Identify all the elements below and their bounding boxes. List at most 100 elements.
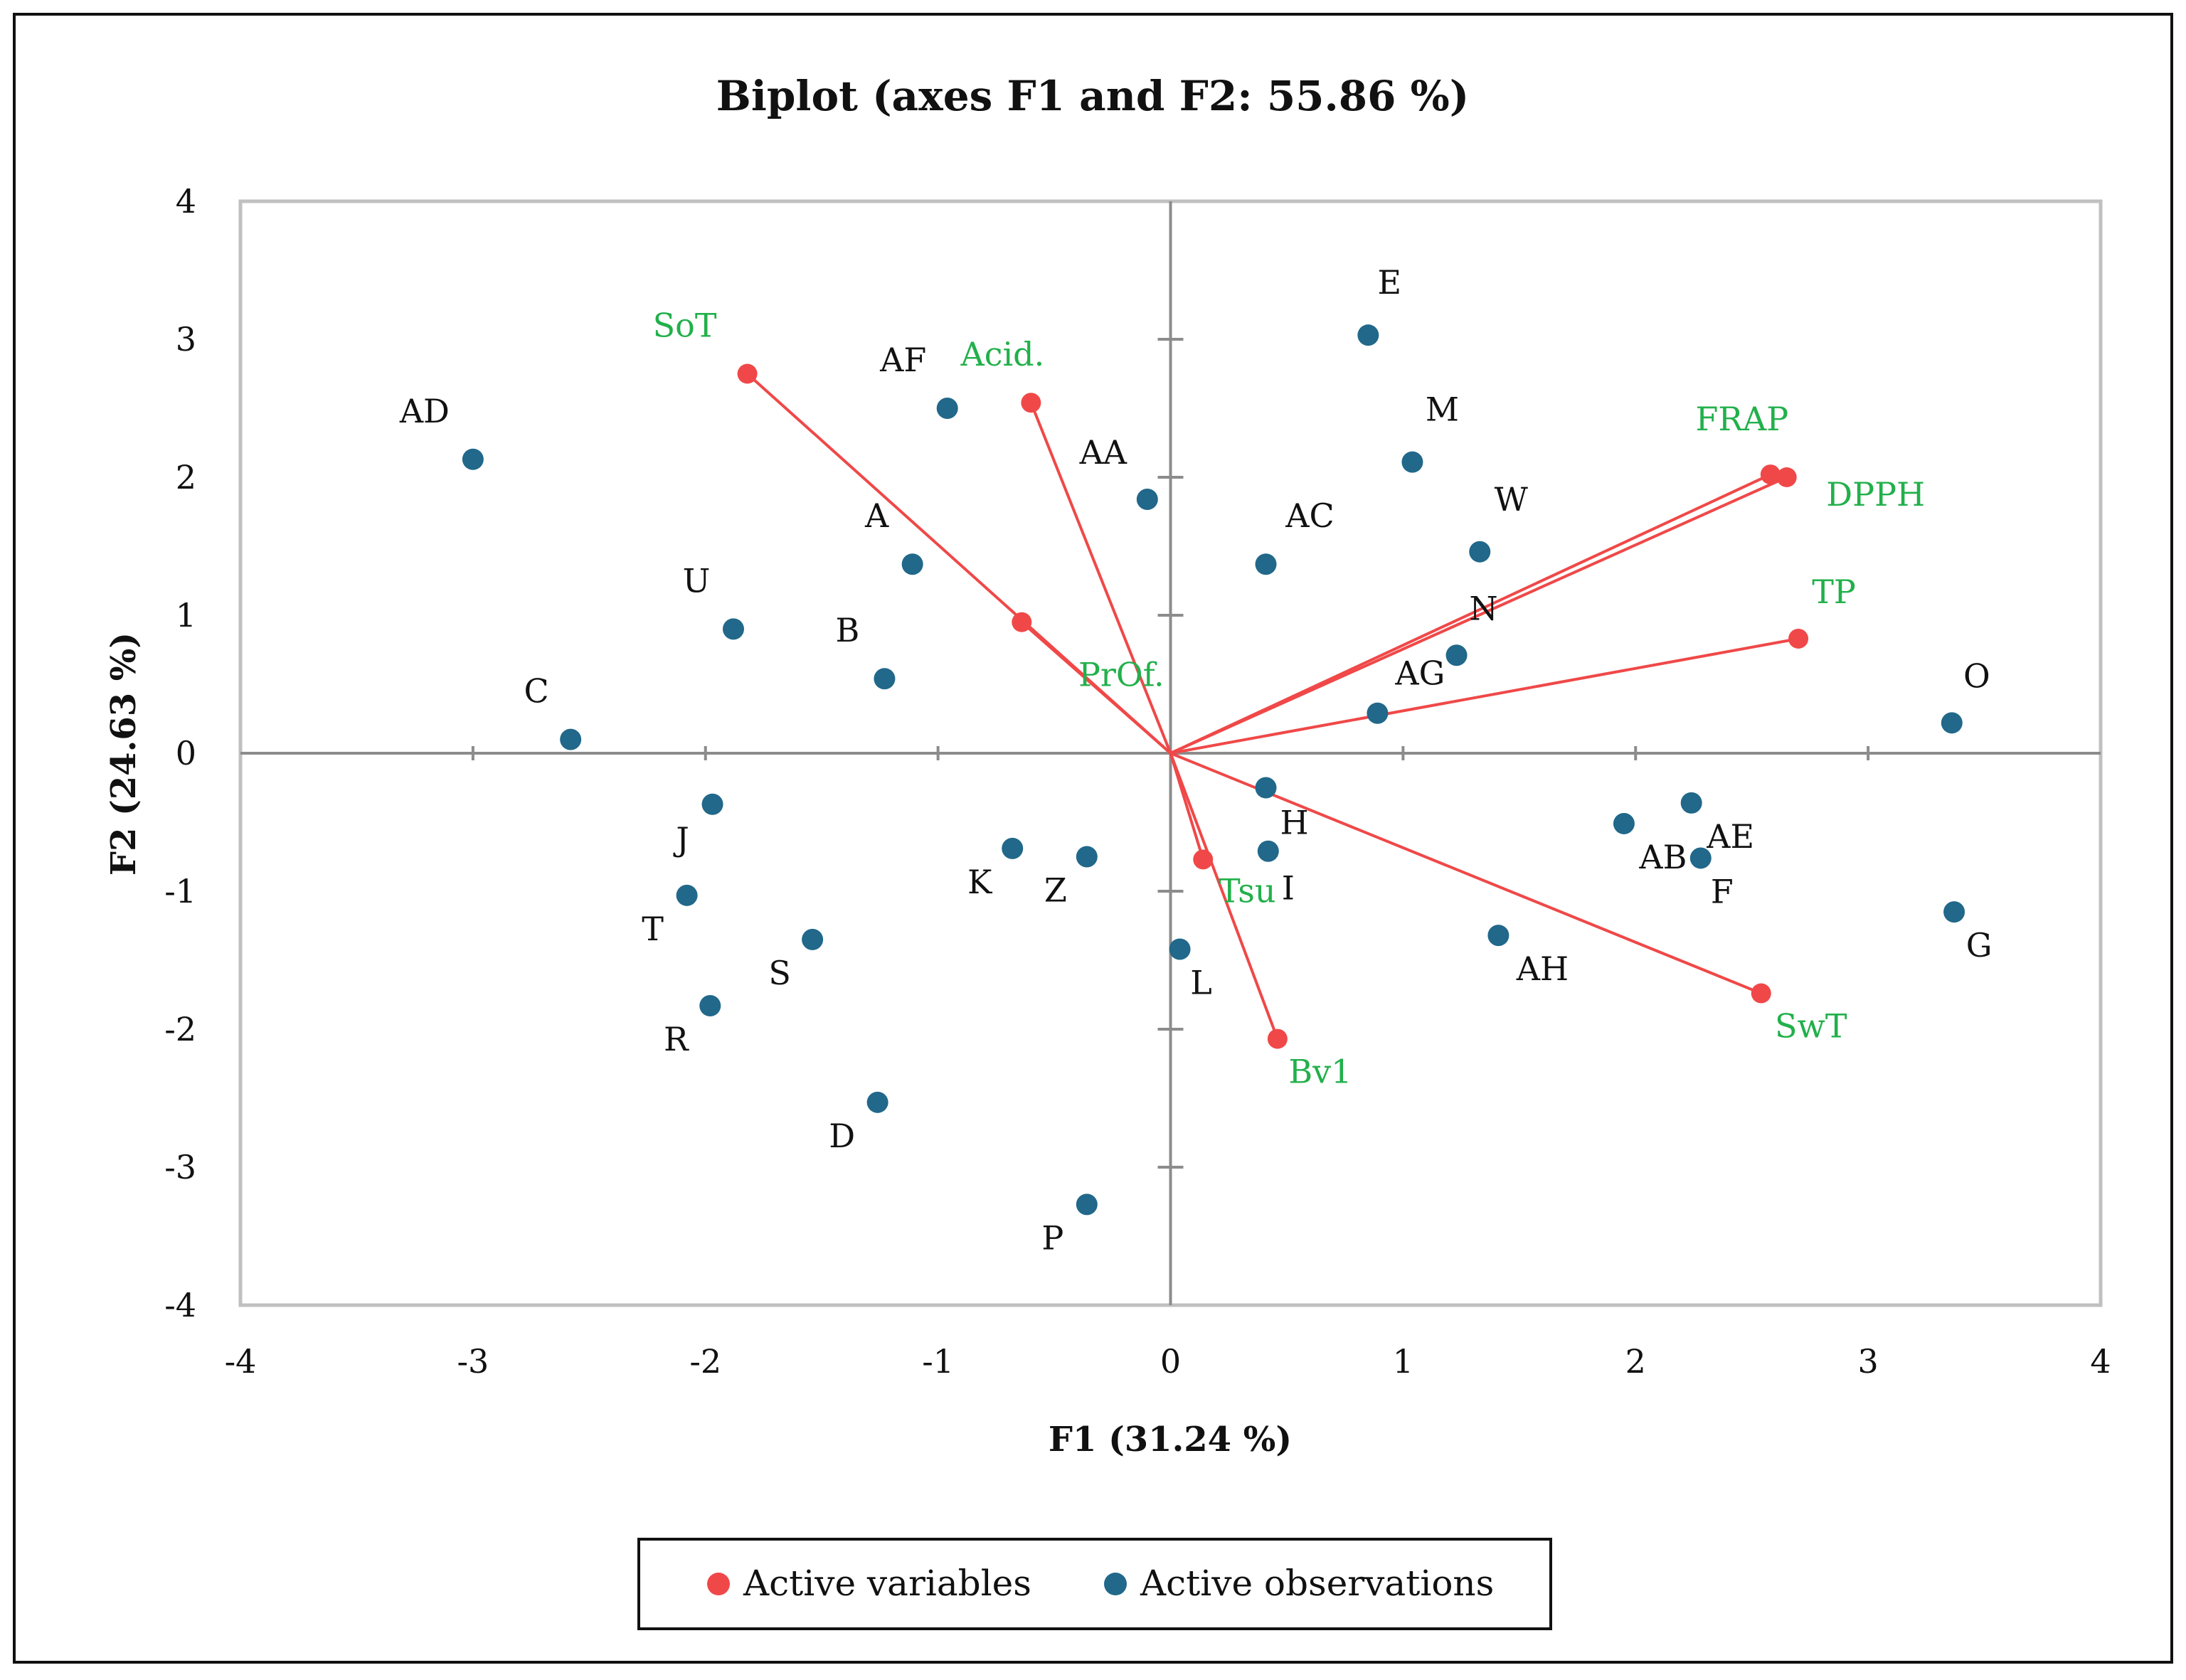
y-tick-label: 2 bbox=[176, 458, 196, 496]
vector-prof bbox=[1020, 621, 1172, 755]
legend-box bbox=[637, 1538, 1552, 1630]
observation-point-h bbox=[1255, 777, 1277, 799]
vector-tp bbox=[1170, 637, 1799, 755]
variable-label-acid: Acid. bbox=[960, 335, 1044, 373]
variable-label-tp: TP bbox=[1812, 573, 1856, 611]
observation-label-o: O bbox=[1963, 656, 1990, 695]
x-tick-label: -1 bbox=[922, 1342, 954, 1381]
observation-label-ab: AB bbox=[1638, 838, 1687, 876]
observation-label-g: G bbox=[1966, 926, 1993, 964]
observation-label-a: A bbox=[864, 496, 889, 535]
observation-label-c: C bbox=[524, 672, 549, 711]
observation-point-n bbox=[1445, 644, 1468, 666]
y-tick-label: -1 bbox=[164, 872, 196, 910]
observation-label-h: H bbox=[1280, 804, 1308, 842]
observation-point-aa bbox=[1136, 489, 1158, 511]
x-tick-label: -2 bbox=[689, 1342, 721, 1381]
observation-label-aa: AA bbox=[1079, 433, 1128, 472]
variable-label-frap: FRAP bbox=[1695, 400, 1788, 438]
y-tick-label: 3 bbox=[176, 320, 196, 358]
y-tick-label: -3 bbox=[164, 1148, 196, 1186]
variable-label-sot: SoT bbox=[653, 307, 717, 345]
observation-label-m: M bbox=[1426, 390, 1459, 429]
observation-label-n: N bbox=[1469, 589, 1497, 627]
variable-point-dpph bbox=[1776, 467, 1797, 487]
observation-point-z bbox=[1076, 846, 1098, 868]
y-tick-label: -4 bbox=[164, 1286, 196, 1324]
variable-label-bv1: Bv1 bbox=[1288, 1053, 1352, 1091]
vector-bv1 bbox=[1169, 753, 1279, 1040]
vector-acid bbox=[1029, 402, 1172, 754]
observation-point-t bbox=[676, 884, 698, 906]
observation-point-d bbox=[866, 1091, 888, 1113]
points-layer bbox=[462, 324, 1965, 1216]
observation-point-ah bbox=[1487, 925, 1509, 947]
observation-label-i: I bbox=[1282, 869, 1295, 908]
x-tick-label: 0 bbox=[1160, 1342, 1181, 1381]
variable-label-prof: PrOf. bbox=[1078, 656, 1164, 694]
observation-point-p bbox=[1076, 1193, 1098, 1216]
observation-point-l bbox=[1169, 938, 1191, 960]
observation-label-e: E bbox=[1378, 263, 1402, 302]
vector-dpph bbox=[1169, 476, 1788, 755]
x-tick-label: 1 bbox=[1393, 1342, 1413, 1381]
observation-point-s bbox=[802, 928, 824, 950]
observation-label-s: S bbox=[768, 954, 791, 992]
legend-active-observations-marker bbox=[1104, 1573, 1127, 1595]
observation-point-a bbox=[901, 553, 923, 575]
observation-point-e bbox=[1357, 324, 1379, 346]
observation-label-l: L bbox=[1190, 963, 1212, 1001]
observation-point-ac bbox=[1255, 553, 1277, 575]
y-tick-label: 1 bbox=[176, 596, 196, 634]
observation-point-w bbox=[1469, 541, 1491, 563]
variable-label-dpph: DPPH bbox=[1826, 475, 1925, 514]
observation-point-ad bbox=[462, 448, 484, 470]
chart-title: Biplot (axes F1 and F2: 55.86 %) bbox=[716, 72, 1469, 120]
observation-point-o bbox=[1941, 712, 1963, 734]
observation-point-k bbox=[1002, 837, 1024, 859]
variable-label-swt: SwT bbox=[1775, 1007, 1847, 1046]
observation-label-b: B bbox=[836, 611, 860, 649]
observation-label-af: AF bbox=[879, 341, 926, 379]
observation-point-ae bbox=[1680, 792, 1702, 814]
variable-point-tp bbox=[1788, 628, 1809, 649]
observation-label-ag: AG bbox=[1394, 654, 1445, 693]
variable-point-swt bbox=[1751, 983, 1771, 1004]
observation-point-f bbox=[1689, 847, 1712, 869]
x-tick-label: 3 bbox=[1857, 1342, 1878, 1381]
observation-label-ae: AE bbox=[1706, 817, 1754, 856]
variable-point-sot bbox=[737, 363, 758, 384]
vectors-layer bbox=[746, 373, 1799, 1040]
outer-frame bbox=[13, 13, 2173, 1664]
observation-label-ah: AH bbox=[1516, 950, 1569, 988]
observation-point-g bbox=[1943, 901, 1965, 923]
observation-point-ab bbox=[1613, 812, 1635, 834]
observation-point-af bbox=[936, 398, 958, 419]
observation-point-r bbox=[699, 995, 721, 1017]
observation-point-ag bbox=[1367, 702, 1389, 724]
observation-label-p: P bbox=[1041, 1218, 1063, 1257]
x-axis-title: F1 (31.24 %) bbox=[1049, 1420, 1292, 1460]
y-tick-label: 4 bbox=[176, 182, 196, 220]
y-tick-label: 0 bbox=[176, 734, 196, 772]
observation-label-r: R bbox=[664, 1020, 689, 1058]
observation-label-w: W bbox=[1495, 480, 1529, 519]
observation-label-d: D bbox=[829, 1117, 855, 1155]
observation-point-b bbox=[874, 668, 896, 690]
variable-point-prof bbox=[1012, 612, 1032, 632]
vector-frap bbox=[1169, 473, 1771, 755]
labels-layer: SoT Acid. PrOf. FRAP DPPH TP SwT Tsu Bv1 A D AF AA E M… bbox=[399, 263, 1993, 1257]
x-tick-label: -4 bbox=[225, 1342, 257, 1381]
variable-point-acid bbox=[1021, 393, 1041, 413]
legend-active-variables-marker bbox=[707, 1573, 730, 1595]
legend: Active variables Active observations bbox=[637, 1538, 1552, 1630]
variable-label-tsu: Tsu bbox=[1219, 871, 1276, 910]
y-tick-label: -2 bbox=[164, 1010, 196, 1048]
variable-point-frap bbox=[1760, 464, 1781, 485]
observation-label-k: K bbox=[967, 863, 993, 901]
variable-point-tsu bbox=[1193, 849, 1214, 870]
observation-label-u: U bbox=[683, 561, 711, 600]
legend-active-observations-label: Active observations bbox=[1140, 1563, 1494, 1604]
